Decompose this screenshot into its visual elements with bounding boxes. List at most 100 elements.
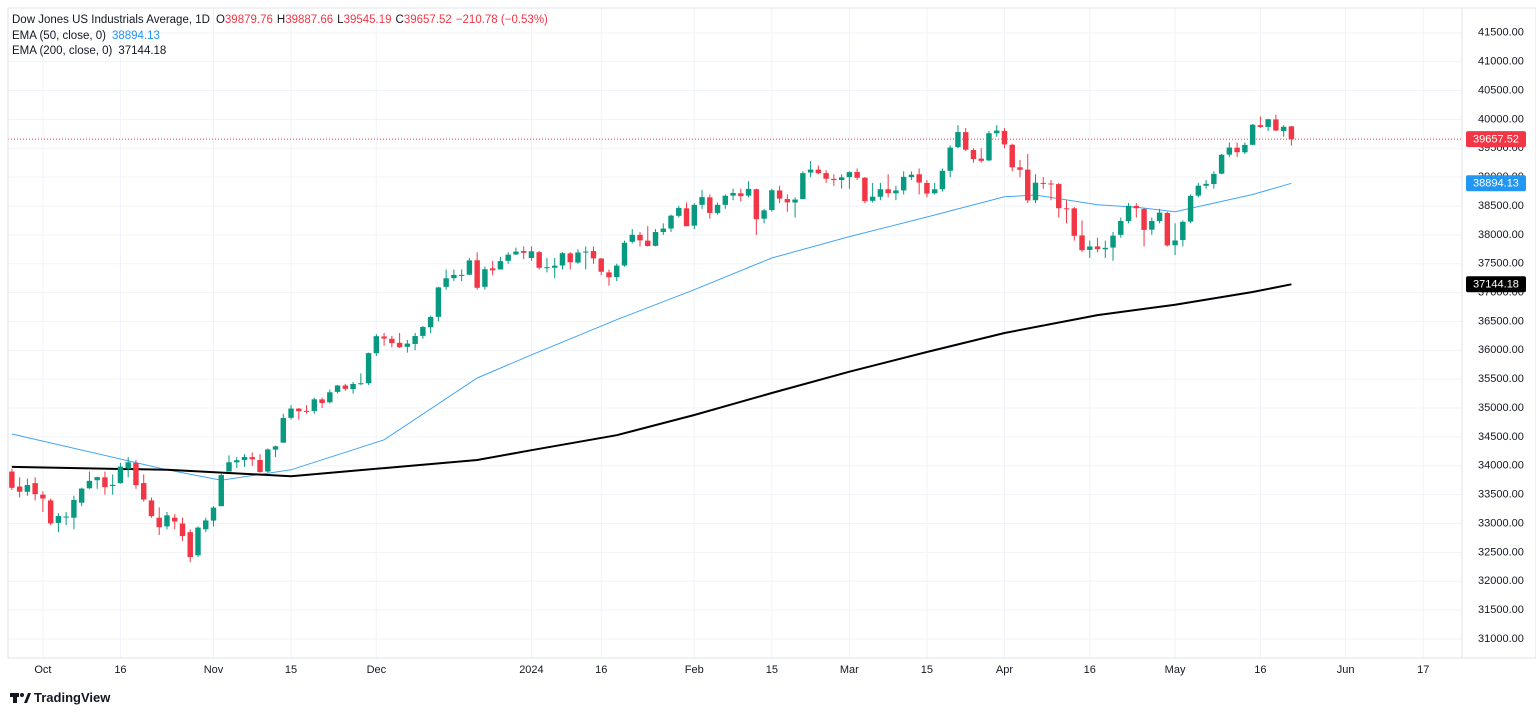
candle-body (536, 252, 542, 268)
candle-body (257, 459, 263, 473)
y-tick-label: 40500.00 (1478, 84, 1524, 96)
candle-body (598, 258, 604, 272)
candle-body (1017, 167, 1023, 170)
price-badge (1466, 175, 1526, 192)
candle-body (1234, 147, 1240, 153)
candle-body (924, 182, 930, 194)
candle-body (862, 177, 868, 202)
legend-text: L (337, 14, 344, 26)
candle-body (187, 532, 193, 558)
candle-body (420, 326, 426, 336)
candle-body (226, 462, 232, 472)
candle-body (1087, 246, 1093, 250)
y-tick-label: 41500.00 (1478, 27, 1524, 39)
candle-body (32, 483, 38, 495)
candle-body (296, 408, 302, 412)
candle-body (140, 483, 147, 500)
candle-body (1249, 124, 1256, 145)
candle-body (272, 446, 279, 450)
candle-body (590, 251, 597, 259)
x-tick-label: Apr (996, 664, 1013, 676)
candle-body (994, 130, 1000, 134)
candle-body (660, 228, 666, 232)
candle-body (1141, 208, 1147, 230)
candle-body (939, 170, 946, 190)
candle-body (823, 173, 829, 179)
candle-body (1265, 119, 1271, 127)
candle-body (303, 410, 310, 412)
candle-body (807, 169, 814, 173)
candle-body (334, 385, 341, 392)
candle-body (931, 189, 938, 194)
candle-body (792, 199, 798, 203)
y-tick-label: 32500.00 (1478, 546, 1524, 558)
candle-body (265, 449, 271, 472)
candle-body (16, 486, 23, 492)
candle-body (1156, 212, 1163, 222)
price-badge (1466, 276, 1526, 293)
candle-body (1195, 185, 1202, 196)
y-tick-label: 35000.00 (1478, 402, 1524, 414)
candle-body (241, 456, 248, 460)
brand-name: TradingView (34, 690, 111, 705)
candle-body (451, 274, 457, 279)
legend-text: C (396, 14, 404, 26)
candle-body (1118, 221, 1124, 235)
price-badge-label: 37144.18 (1473, 279, 1519, 291)
candle-body (916, 174, 922, 183)
brand-logo: TradingView (10, 690, 111, 705)
y-tick-label: 40000.00 (1478, 113, 1524, 125)
candle-body (249, 457, 255, 460)
candle-body (652, 232, 659, 246)
candle-body (1211, 173, 1217, 185)
candle-body (1048, 183, 1054, 185)
candle-body (1218, 154, 1225, 174)
grid (8, 8, 1462, 658)
y-tick-label: 37500.00 (1478, 258, 1524, 270)
candle-body (365, 353, 372, 384)
candle-body (745, 188, 752, 196)
candle-body (210, 507, 217, 521)
candle-body (1063, 208, 1070, 210)
candle-body (1102, 247, 1108, 250)
candle-body (1125, 205, 1132, 222)
candle-body (513, 251, 519, 255)
candle-body (1040, 182, 1046, 184)
legend-text: 39545.19 (344, 14, 392, 26)
candle-body (1071, 208, 1077, 236)
x-tick-label: Oct (34, 664, 51, 676)
logo-shape (24, 693, 31, 703)
candle-body (1032, 182, 1039, 201)
y-tick-label: 31500.00 (1478, 604, 1524, 616)
legend-text: O (216, 14, 225, 26)
candle-body (435, 287, 442, 317)
x-tick-label: 15 (766, 664, 778, 676)
candle-body (1180, 221, 1186, 241)
axes: 31000.00 31500.00 32000.00 32500.00 33000.00… (34, 27, 1526, 676)
candle-body (854, 171, 860, 178)
candle-body (970, 150, 977, 160)
candle-body (683, 208, 690, 227)
candle-body (47, 500, 54, 524)
legend-name: EMA (50, close, 0) (12, 30, 106, 42)
candle-body (528, 251, 535, 258)
x-tick-label: 17 (1417, 664, 1429, 676)
candle-body (699, 197, 705, 205)
candle-body (396, 342, 403, 348)
indicators (8, 138, 1462, 481)
candle-body (637, 234, 643, 241)
logo-shape (20, 693, 24, 697)
candle-body (1110, 235, 1116, 248)
candle-body (125, 462, 131, 469)
candle-body (714, 204, 721, 213)
candle-body (559, 253, 566, 266)
candle-body (869, 196, 876, 201)
x-tick-label: 16 (1254, 664, 1266, 676)
candle-body (164, 515, 170, 527)
candle-body (489, 268, 496, 271)
candle-body (148, 500, 155, 517)
candle-body (753, 189, 760, 220)
x-tick-label: 15 (921, 664, 933, 676)
candle-body (288, 408, 294, 418)
candle-body (885, 189, 891, 194)
